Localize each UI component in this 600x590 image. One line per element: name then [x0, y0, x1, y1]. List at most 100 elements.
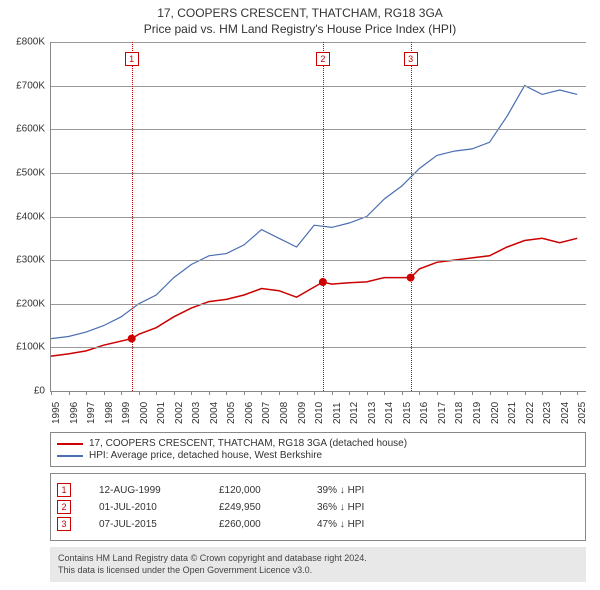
event-badge: 1 [57, 483, 71, 497]
event-badge: 3 [57, 517, 71, 531]
x-tick [577, 391, 578, 395]
title-block: 17, COOPERS CRESCENT, THATCHAM, RG18 3GA… [0, 0, 600, 38]
x-tick [367, 391, 368, 395]
x-axis-label: 2017 [437, 402, 448, 424]
x-tick [104, 391, 105, 395]
event-marker-badge: 2 [316, 52, 330, 66]
x-tick [490, 391, 491, 395]
x-tick [156, 391, 157, 395]
x-tick [174, 391, 175, 395]
x-tick [51, 391, 52, 395]
legend-swatch-hpi [57, 455, 83, 457]
x-tick [226, 391, 227, 395]
x-axis-label: 2000 [139, 402, 150, 424]
series-line-hpi [51, 86, 577, 339]
event-delta: 39% ↓ HPI [317, 485, 364, 496]
x-tick [384, 391, 385, 395]
x-tick [314, 391, 315, 395]
attribution-line1: Contains HM Land Registry data © Crown c… [58, 553, 578, 565]
x-axis-label: 2025 [577, 402, 588, 424]
x-axis-label: 2019 [472, 402, 483, 424]
x-tick [279, 391, 280, 395]
x-axis-label: 2001 [156, 402, 167, 424]
title-line2: Price paid vs. HM Land Registry's House … [10, 22, 590, 36]
x-tick [261, 391, 262, 395]
event-marker-badge: 1 [125, 52, 139, 66]
event-price: £120,000 [219, 485, 289, 496]
event-badge: 2 [57, 500, 71, 514]
x-axis-label: 1996 [69, 402, 80, 424]
event-date: 07-JUL-2015 [99, 519, 191, 530]
attribution-line2: This data is licensed under the Open Gov… [58, 565, 578, 577]
event-price: £249,950 [219, 502, 289, 513]
x-tick [507, 391, 508, 395]
chart-area: £0£100K£200K£300K£400K£500K£600K£700K£80… [50, 42, 586, 392]
x-axis-label: 2008 [279, 402, 290, 424]
x-tick [121, 391, 122, 395]
x-tick [419, 391, 420, 395]
event-date: 01-JUL-2010 [99, 502, 191, 513]
x-axis-label: 2002 [174, 402, 185, 424]
x-tick [191, 391, 192, 395]
event-delta: 36% ↓ HPI [317, 502, 364, 513]
y-axis-label: £800K [1, 37, 45, 48]
x-tick [349, 391, 350, 395]
x-axis-label: 2024 [560, 402, 571, 424]
x-axis-label: 2021 [507, 402, 518, 424]
legend: 17, COOPERS CRESCENT, THATCHAM, RG18 3GA… [50, 432, 586, 467]
title-line1: 17, COOPERS CRESCENT, THATCHAM, RG18 3GA [10, 6, 590, 20]
x-tick [209, 391, 210, 395]
event-delta: 47% ↓ HPI [317, 519, 364, 530]
x-tick [86, 391, 87, 395]
x-axis-label: 2006 [244, 402, 255, 424]
x-axis-label: 2007 [261, 402, 272, 424]
event-row: 3 07-JUL-2015 £260,000 47% ↓ HPI [57, 517, 579, 531]
event-date: 12-AUG-1999 [99, 485, 191, 496]
x-axis-label: 2013 [367, 402, 378, 424]
legend-label-hpi: HPI: Average price, detached house, West… [89, 450, 322, 461]
x-axis-label: 2011 [332, 402, 343, 424]
y-axis-label: £500K [1, 167, 45, 178]
x-axis-label: 1999 [121, 402, 132, 424]
x-axis-label: 2022 [525, 402, 536, 424]
event-marker-line [411, 42, 412, 391]
y-axis-label: £600K [1, 124, 45, 135]
x-tick [402, 391, 403, 395]
x-axis-label: 2015 [402, 402, 413, 424]
events-table: 1 12-AUG-1999 £120,000 39% ↓ HPI 2 01-JUL-201… [50, 473, 586, 541]
event-marker-badge: 3 [404, 52, 418, 66]
legend-swatch-property [57, 443, 83, 445]
x-axis-label: 2020 [490, 402, 501, 424]
x-axis-label: 2005 [226, 402, 237, 424]
x-axis-label: 1995 [51, 402, 62, 424]
event-row: 1 12-AUG-1999 £120,000 39% ↓ HPI [57, 483, 579, 497]
event-price: £260,000 [219, 519, 289, 530]
y-axis-label: £700K [1, 80, 45, 91]
x-axis-label: 2009 [297, 402, 308, 424]
x-tick [139, 391, 140, 395]
x-axis-label: 1998 [104, 402, 115, 424]
x-axis-label: 2012 [349, 402, 360, 424]
legend-row-hpi: HPI: Average price, detached house, West… [57, 450, 579, 461]
x-axis-label: 2014 [384, 402, 395, 424]
y-axis-label: £0 [1, 386, 45, 397]
x-axis-label: 2004 [209, 402, 220, 424]
legend-row-property: 17, COOPERS CRESCENT, THATCHAM, RG18 3GA… [57, 438, 579, 449]
x-axis-label: 2003 [191, 402, 202, 424]
y-axis-label: £300K [1, 255, 45, 266]
x-tick [560, 391, 561, 395]
legend-label-property: 17, COOPERS CRESCENT, THATCHAM, RG18 3GA… [89, 438, 407, 449]
x-tick [69, 391, 70, 395]
x-axis-label: 2010 [314, 402, 325, 424]
x-axis-label: 1997 [86, 402, 97, 424]
x-axis-label: 2016 [419, 402, 430, 424]
x-tick [297, 391, 298, 395]
attribution: Contains HM Land Registry data © Crown c… [50, 547, 586, 582]
x-axis-label: 2018 [454, 402, 465, 424]
x-tick [472, 391, 473, 395]
chart-container: 17, COOPERS CRESCENT, THATCHAM, RG18 3GA… [0, 0, 600, 590]
y-axis-label: £100K [1, 342, 45, 353]
event-row: 2 01-JUL-2010 £249,950 36% ↓ HPI [57, 500, 579, 514]
x-tick [437, 391, 438, 395]
x-tick [244, 391, 245, 395]
